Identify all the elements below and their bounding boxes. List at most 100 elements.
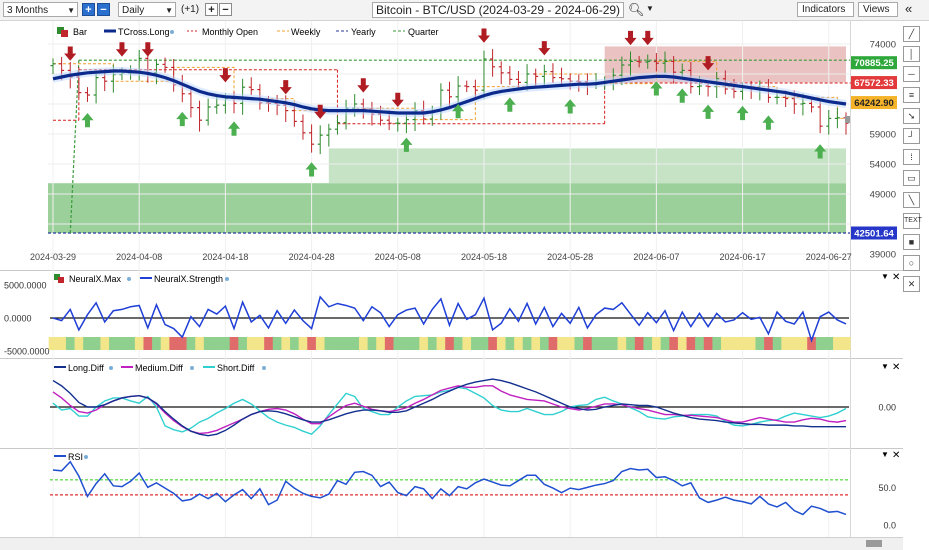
sell-arrow (391, 92, 404, 107)
panel-close-icon[interactable]: ✕ (892, 450, 900, 461)
neuralx-max-cell (540, 337, 549, 350)
neuralx-panel: 5000.0000 0.0000 -5000.0000 (4, 281, 851, 357)
horizontal-scrollbar[interactable] (0, 537, 903, 550)
neuralx-max-cell (617, 337, 627, 350)
offset-plus-button[interactable]: + (205, 3, 218, 16)
last-price-marker (845, 116, 850, 123)
neuralx-max-cell (333, 337, 343, 350)
tcross-line (52, 67, 847, 117)
y-tick-label: 39000 (870, 250, 896, 261)
sell-arrow (538, 41, 551, 56)
neuralx-max-cell (436, 337, 446, 350)
diff-legend: Long.Diff Medium.Diff Short.Diff (54, 363, 266, 373)
collapse-icon[interactable]: « (905, 1, 913, 16)
neuralx-max-cell (427, 337, 437, 350)
draw-line-icon[interactable]: ╱ (903, 26, 920, 42)
neuralx-max-cell (134, 337, 144, 350)
indicators-label: Indicators (802, 4, 846, 15)
x-tick-label: 2024-06-17 (720, 252, 766, 262)
symbol-title-box[interactable]: Bitcoin - BTC/USD (2024-03-29 - 2024-06-… (372, 2, 624, 18)
neuralx-max-cell (721, 337, 730, 350)
interval-select[interactable]: Daily ▼ (118, 2, 176, 17)
neuralx-max-cell (246, 337, 256, 350)
interval-value: Daily (122, 5, 145, 16)
rectangle-icon[interactable]: ■ (903, 234, 920, 250)
y-tick-labels: 39000 49000 54000 59000 74000 (870, 40, 896, 261)
neuralx-max-cell (281, 337, 291, 350)
zoom-out-button[interactable]: − (97, 3, 110, 16)
zoom-in-button[interactable]: + (82, 3, 95, 16)
neuralx-max-cell (117, 337, 127, 350)
neuralx-max-cell (221, 337, 231, 350)
trend-icon[interactable]: ╲ (903, 192, 920, 208)
neuralx-max-cell (384, 337, 394, 350)
panel-close-icon[interactable]: ✕ (892, 362, 900, 373)
indicators-button[interactable]: Indicators ▼ (797, 2, 854, 28)
panel-close-icon[interactable]: ✕ (892, 272, 900, 283)
comment-icon[interactable]: ▭ (903, 170, 920, 186)
neuralx-max-cell (471, 337, 480, 350)
views-label: Views (863, 4, 890, 15)
buy-arrow (762, 115, 775, 130)
sell-arrow (624, 30, 637, 46)
channel-icon[interactable]: ≡ (903, 87, 920, 103)
price-badge-label: 64242.90 (854, 98, 894, 109)
neuralx-max-cell (152, 337, 162, 350)
ray-icon[interactable]: ┘ (903, 128, 920, 144)
scrollbar-thumb[interactable] (866, 540, 882, 547)
neuralx-max-cell (583, 337, 593, 350)
panel-menu-icon[interactable]: ▼ (881, 450, 889, 459)
buy-arrow (176, 111, 189, 127)
neuralx-max-cell (755, 337, 765, 350)
neuralx-max-cell (177, 337, 187, 350)
y-tick-label: 0.0 (883, 520, 896, 530)
text-tool-icon[interactable]: TEXT (903, 213, 922, 229)
neuralx-max-cell (479, 337, 489, 350)
sell-arrow (314, 104, 327, 119)
neuralx-max-cell (255, 337, 265, 350)
panel-menu-icon[interactable]: ▼ (881, 272, 889, 281)
neuralx-max-cell (514, 337, 524, 350)
neuralx-max-cell (746, 337, 756, 350)
chevron-down-icon[interactable]: ▼ (646, 4, 654, 13)
legend-medium-diff: Medium.Diff (135, 363, 183, 373)
neuralx-max-cell (565, 337, 575, 350)
buy-arrow (650, 81, 663, 96)
legend-rsi: RSI (68, 452, 83, 462)
signal-arrows (64, 28, 827, 177)
buy-arrow (305, 162, 318, 177)
long-diff-line (52, 378, 846, 437)
x-tick-label: 2024-03-29 (30, 252, 76, 262)
chevron-down-icon: ▼ (165, 6, 173, 15)
pointer-icon[interactable]: ➘ (903, 108, 920, 124)
buy-arrow (736, 105, 749, 121)
neuralx-max-cell (841, 337, 851, 350)
ellipse-icon[interactable]: ○ (903, 255, 920, 271)
legend-short-diff: Short.Diff (217, 363, 255, 373)
panel-menu-icon[interactable]: ▼ (881, 362, 889, 371)
views-button[interactable]: Views ▼ (858, 2, 898, 28)
neuralx-max-cell (643, 337, 653, 350)
range-select[interactable]: 3 Months ▼ (3, 2, 78, 17)
offset-minus-button[interactable]: − (219, 3, 232, 16)
buy-arrow (676, 88, 689, 103)
close-icon[interactable]: ✕ (903, 276, 920, 292)
neuralx-max-cell (522, 337, 532, 350)
legend-monthly: Monthly Open (202, 27, 258, 37)
neuralx-max-cell (186, 337, 196, 350)
weekly-line (53, 60, 846, 121)
y-tick-label: -5000.0000 (4, 347, 50, 357)
neuralx-max-cell (298, 337, 308, 350)
fibonacci-icon[interactable]: ⁞ (903, 149, 920, 165)
neuralx-strength-line (52, 295, 847, 343)
search-icon[interactable]: 🔍︎ (628, 2, 645, 17)
horizontal-line-icon[interactable]: ─ (903, 66, 920, 82)
neuralx-max-cell (57, 337, 67, 350)
vertical-line-icon[interactable]: │ (903, 46, 920, 62)
symbol-title: Bitcoin - BTC/USD (2024-03-29 - 2024-06-… (375, 3, 621, 17)
buy-arrow (503, 97, 516, 112)
neuralx-max-cell (608, 337, 618, 350)
buy-arrow (227, 121, 241, 136)
grid-lines (48, 21, 850, 537)
y-tick-label: 0.0000 (4, 314, 32, 324)
